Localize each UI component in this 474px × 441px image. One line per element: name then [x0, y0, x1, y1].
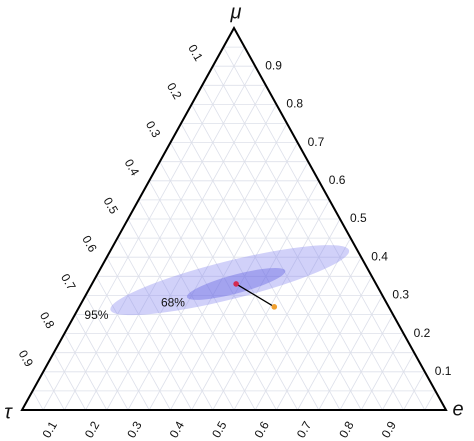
ellipse-label: 95%	[84, 308, 108, 322]
grid-line	[42, 371, 65, 411]
grid-line	[148, 142, 298, 411]
bottom-tick-label: 0.6	[251, 419, 272, 441]
left-tick-label: 0.4	[122, 157, 143, 179]
right-tick-label: 0.2	[414, 326, 431, 340]
point	[233, 281, 239, 287]
grid-line	[403, 371, 426, 411]
point	[271, 304, 278, 310]
grid-line	[212, 66, 404, 411]
left-tick-label: 0.6	[79, 233, 100, 255]
bottom-tick-label: 0.4	[167, 419, 188, 441]
left-axis-title: τ	[4, 401, 13, 423]
right-axis-title: e	[452, 398, 463, 420]
grid-line	[276, 257, 362, 411]
grid-line	[424, 390, 436, 411]
bottom-tick-label: 0.3	[124, 419, 145, 441]
grid-line	[297, 276, 373, 411]
bottom-tick-label: 0.2	[82, 419, 103, 441]
left-tick-label: 0.7	[58, 271, 79, 293]
right-tick-label: 0.5	[350, 211, 367, 225]
grid-line	[360, 333, 404, 411]
grid-line	[170, 142, 320, 411]
grid-line	[318, 295, 383, 411]
grid-line	[201, 85, 383, 411]
grid-line	[64, 333, 108, 411]
bottom-tick-label: 0.7	[294, 419, 315, 441]
right-tick-label: 0.7	[308, 135, 325, 149]
left-tick-label: 0.3	[143, 118, 164, 140]
grid-line	[382, 352, 415, 411]
grid-line	[127, 218, 235, 411]
grid-line	[42, 46, 245, 411]
connector-line	[235, 283, 275, 308]
grid-line	[180, 123, 341, 411]
left-tick-label: 0.5	[100, 195, 121, 217]
confidence-ellipse	[110, 245, 350, 316]
grid-line	[32, 390, 44, 411]
grid-line	[233, 218, 341, 411]
grid-line	[159, 161, 298, 411]
triangle-frame	[20, 25, 448, 411]
grid-line	[64, 66, 256, 411]
bottom-tick-label: 0.5	[209, 419, 230, 441]
right-tick-label: 0.1	[435, 364, 452, 378]
left-tick-label: 0.1	[185, 42, 206, 64]
grid-line	[85, 295, 150, 411]
bottom-tick-label: 0.8	[336, 419, 357, 441]
grid-line	[339, 314, 394, 411]
right-tick-label: 0.3	[392, 288, 409, 302]
right-tick-label: 0.8	[286, 97, 303, 111]
grid-line	[127, 123, 288, 411]
bottom-tick-label: 0.1	[39, 419, 60, 441]
left-tick-label: 0.9	[16, 348, 37, 370]
left-tick-label: 0.2	[164, 80, 185, 102]
grid-line	[53, 352, 86, 411]
grid	[32, 46, 436, 411]
left-tick-label: 0.8	[37, 309, 58, 331]
grid-line	[117, 237, 214, 411]
grid-line	[223, 46, 426, 411]
top-axis-title: μ	[230, 1, 242, 23]
grid-line	[74, 314, 129, 411]
right-tick-label: 0.6	[329, 173, 346, 187]
grid-line	[106, 257, 192, 411]
grid-line	[254, 237, 351, 411]
grid-line	[95, 276, 171, 411]
ellipse-label: 68%	[161, 295, 185, 309]
right-tick-label: 0.9	[265, 58, 282, 72]
right-tick-label: 0.4	[371, 249, 388, 263]
grid-line	[138, 199, 256, 411]
bottom-tick-label: 0.9	[379, 419, 400, 441]
grid-line	[85, 85, 267, 411]
